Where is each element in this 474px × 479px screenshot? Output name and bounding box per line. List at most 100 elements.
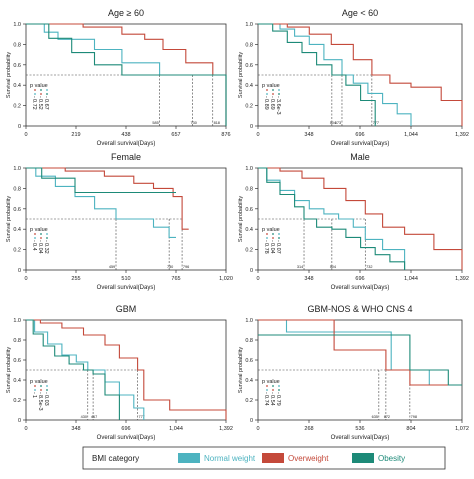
- chart-title: Male: [350, 152, 370, 162]
- x-tick-label: 0: [256, 276, 259, 282]
- p-value: 0.74: [263, 395, 269, 406]
- y-tick-label: 1.0: [245, 318, 253, 324]
- p-value-entry: -0.04: [269, 233, 275, 254]
- p-value-marker: [272, 385, 274, 387]
- x-axis-label: Overall survival(Days): [331, 435, 390, 441]
- p-value-dash: -: [263, 96, 269, 98]
- x-tick-label: 348: [304, 132, 313, 138]
- p-value: 8.5e-3: [37, 395, 43, 411]
- y-axis-label: Survival probability: [6, 196, 12, 242]
- p-value-entry: -0.03: [43, 385, 49, 406]
- p-value-marker: [40, 93, 42, 95]
- median-label: 777: [373, 121, 379, 125]
- y-tick-label: 0: [18, 124, 21, 130]
- p-value-dash: -: [275, 96, 281, 98]
- y-tick-label: 0.4: [13, 83, 21, 89]
- chart-panel-5: GBM 0 0.2 0.4 0.6 0.8 1.0 0 348 696 1,044 1,392 Over…: [6, 304, 233, 441]
- x-tick-label: 696: [355, 132, 364, 138]
- x-tick-label: 219: [71, 132, 80, 138]
- p-value-entry: -0.54: [269, 385, 275, 406]
- y-tick-label: 0.6: [245, 358, 253, 364]
- y-tick-label: 0.4: [245, 83, 253, 89]
- median-label: 504: [330, 121, 336, 125]
- x-tick-label: 804: [406, 426, 415, 432]
- x-axis-label: Overall survival(Days): [97, 141, 156, 147]
- p-value-marker: [272, 89, 274, 91]
- legend-label: Overweight: [288, 454, 329, 463]
- chart-panel-2: Age < 60 0 0.2 0.4 0.6 0.8 1.0 0 348 696 1,044 1,39…: [238, 8, 469, 147]
- series-line-2: [258, 23, 463, 126]
- p-value-marker: [266, 233, 268, 235]
- median-label: 818: [214, 121, 220, 125]
- p-value-entry: -0.67: [43, 89, 49, 110]
- chart-panel-3: Female 0 0.2 0.4 0.6 0.8 1.0 0 255 510 765 1,020 Ove…: [6, 152, 233, 291]
- p-value-dash: -: [31, 240, 37, 242]
- p-value-dash: -: [275, 392, 281, 394]
- y-tick-label: 0.6: [13, 358, 21, 364]
- p-value-label: p value: [30, 379, 48, 385]
- p-value-label: p value: [30, 83, 48, 89]
- p-value-entry: -0.79: [275, 385, 281, 406]
- p-value-marker: [40, 89, 42, 91]
- p-value-marker: [266, 237, 268, 239]
- p-value-entry: -0.07: [275, 233, 281, 254]
- y-tick-label: 0.2: [13, 248, 21, 254]
- p-value: 0.4: [31, 243, 37, 251]
- p-value-dash: -: [275, 240, 281, 242]
- legend-swatch: [352, 453, 374, 463]
- p-value-marker: [34, 237, 36, 239]
- p-value-marker: [272, 93, 274, 95]
- p-value-marker: [40, 385, 42, 387]
- p-value-dash: -: [263, 240, 269, 242]
- p-value-label: p value: [30, 227, 48, 233]
- x-axis-label: Overall survival(Days): [97, 435, 156, 441]
- x-tick-label: 876: [221, 132, 230, 138]
- x-axis-label: Overall survival(Days): [331, 141, 390, 147]
- series-line-2: [26, 23, 227, 126]
- x-tick-label: 765: [171, 276, 180, 282]
- p-value-entry: -0.32: [43, 233, 49, 254]
- legend-label: Obesity: [378, 454, 405, 463]
- median-label: 796: [183, 265, 189, 269]
- p-value: 0.07: [275, 243, 281, 254]
- series-line-3: [26, 319, 120, 420]
- y-axis-label: Survival probability: [6, 52, 12, 98]
- median-label: 635: [372, 415, 378, 419]
- p-value-dash: -: [269, 392, 275, 394]
- p-value: 0.04: [269, 243, 275, 254]
- p-value-marker: [46, 237, 48, 239]
- p-value: 3.6e-3: [275, 99, 281, 115]
- x-tick-label: 1,044: [169, 426, 183, 432]
- p-value-dash: -: [37, 96, 43, 98]
- legend: BMI category Normal weight Overweight Obesi…: [82, 446, 446, 470]
- p-value-marker: [278, 89, 280, 91]
- series-line-1: [258, 319, 462, 386]
- p-value-marker: [278, 93, 280, 95]
- y-tick-label: 1.0: [13, 318, 21, 324]
- y-axis-label: Survival probability: [238, 347, 244, 393]
- y-tick-label: 1.0: [245, 166, 253, 172]
- median-label: 573: [335, 121, 341, 125]
- p-value-marker: [34, 89, 36, 91]
- y-tick-label: 0.6: [245, 207, 253, 213]
- series-line-2: [26, 167, 189, 230]
- p-value-label: p value: [262, 227, 280, 233]
- p-value-dash: -: [269, 240, 275, 242]
- x-tick-label: 1,392: [455, 132, 469, 138]
- p-value: 0.72: [31, 99, 37, 110]
- p-value-dash: -: [43, 392, 49, 394]
- p-value-entry: -1: [31, 385, 37, 398]
- p-value-marker: [278, 389, 280, 391]
- p-value-entry: -3.6e-3: [275, 89, 281, 115]
- p-value-marker: [40, 237, 42, 239]
- x-tick-label: 0: [24, 426, 27, 432]
- series-line-2: [26, 319, 227, 420]
- p-value-marker: [272, 233, 274, 235]
- x-tick-label: 1,020: [219, 276, 233, 282]
- chart-title: Female: [111, 152, 141, 162]
- y-tick-label: 0.8: [245, 186, 253, 192]
- y-tick-label: 0.8: [13, 186, 21, 192]
- median-label: 467: [91, 415, 97, 419]
